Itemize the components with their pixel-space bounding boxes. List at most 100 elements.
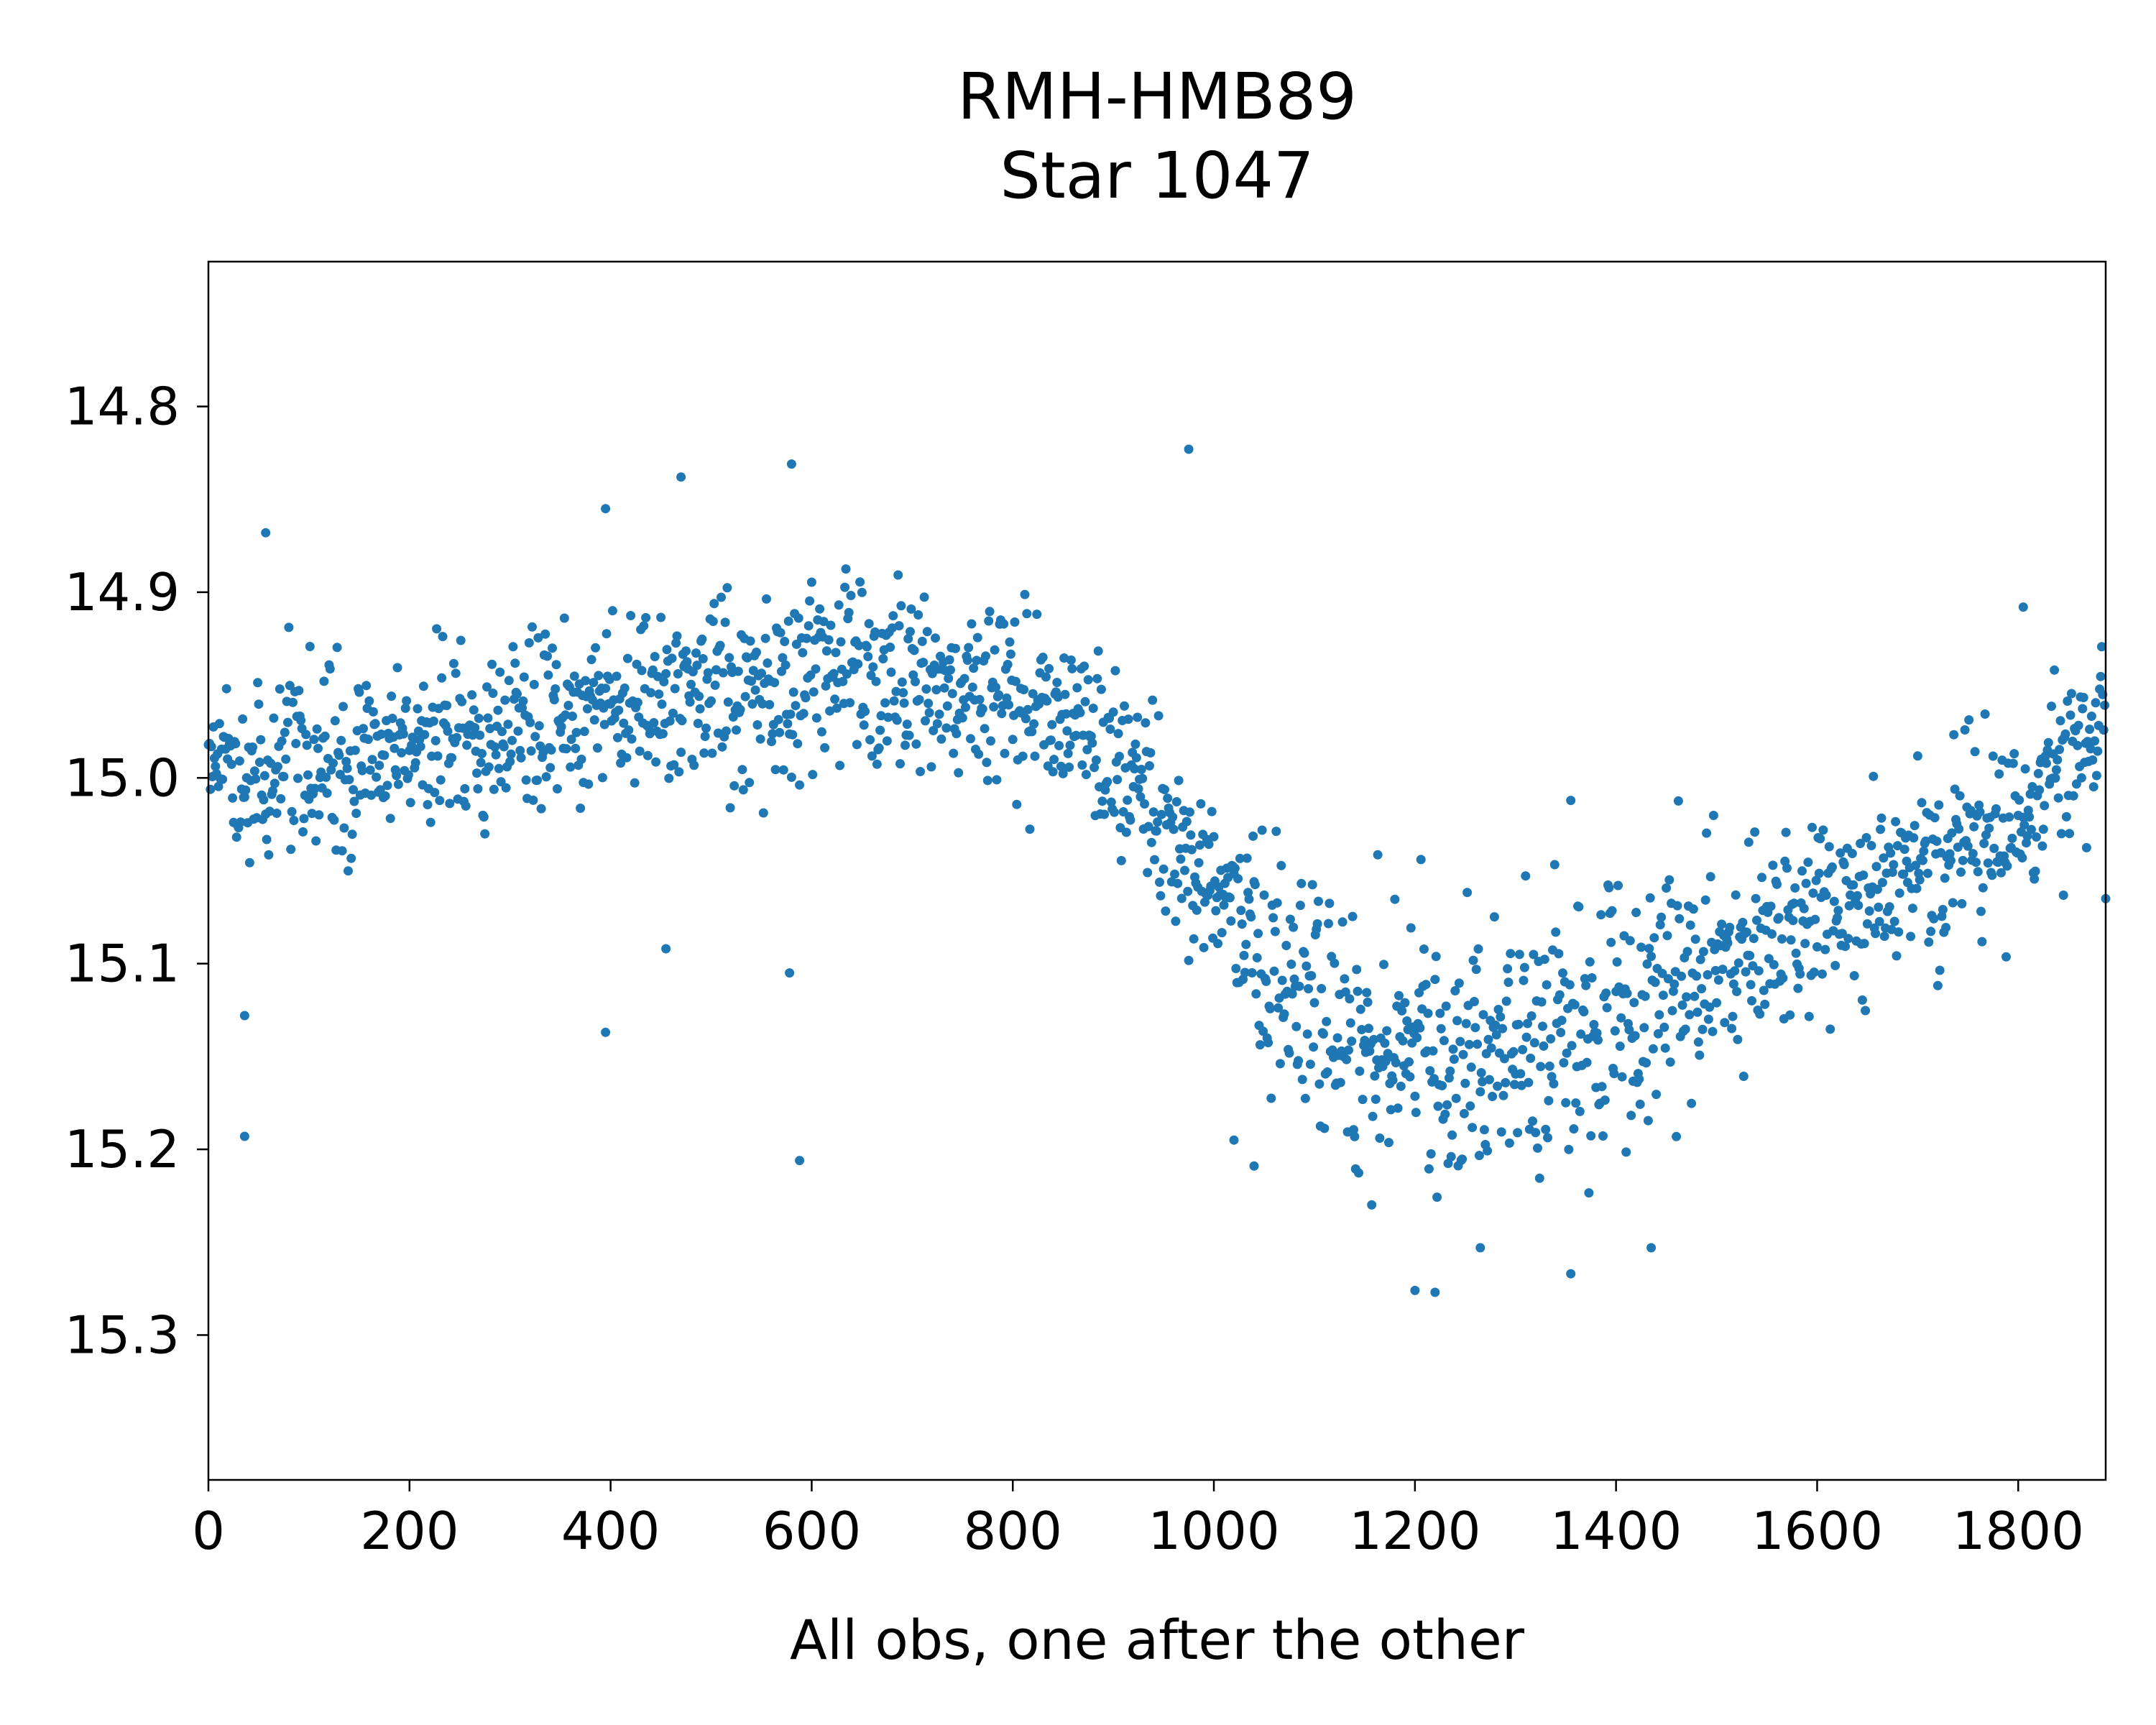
data-point — [710, 680, 720, 690]
data-point — [1295, 901, 1305, 911]
data-point — [2014, 795, 2024, 805]
data-point — [1289, 974, 1299, 984]
data-point — [569, 671, 579, 681]
data-point — [1799, 903, 1809, 914]
data-point — [1911, 860, 1921, 870]
data-point — [1388, 1075, 1398, 1085]
data-point — [1894, 927, 1904, 937]
data-point — [2055, 745, 2065, 755]
data-point — [894, 621, 904, 631]
data-point — [718, 668, 728, 678]
data-point — [1609, 1069, 1619, 1079]
data-point — [1946, 855, 1955, 865]
data-point — [501, 783, 511, 793]
data-point — [1529, 949, 1539, 960]
data-point — [1115, 751, 1124, 761]
data-point — [824, 635, 834, 645]
data-point — [1514, 949, 1524, 960]
data-point — [1629, 998, 1639, 1008]
data-point — [1235, 853, 1245, 863]
data-point — [911, 676, 920, 686]
data-point — [1023, 704, 1033, 714]
data-point — [1010, 676, 1021, 686]
data-point — [808, 687, 819, 697]
data-point — [758, 808, 768, 818]
data-point — [1156, 809, 1166, 819]
data-point — [559, 613, 569, 623]
data-point — [1364, 1024, 1373, 1034]
data-point — [1529, 1038, 1539, 1048]
data-point — [1969, 822, 1979, 832]
data-point — [1065, 740, 1075, 750]
data-point — [1174, 776, 1184, 786]
data-point — [788, 730, 798, 740]
data-point — [279, 772, 289, 781]
data-point — [929, 726, 939, 735]
data-point — [2068, 791, 2078, 801]
data-point — [1199, 942, 1209, 952]
data-point — [2004, 812, 2014, 822]
data-point — [1302, 1029, 1312, 1039]
data-point — [1703, 1014, 1713, 1024]
data-point — [875, 725, 885, 735]
data-point — [1330, 958, 1340, 968]
data-point — [1738, 1072, 1749, 1081]
data-point — [387, 714, 397, 723]
data-point — [2093, 746, 2103, 756]
data-point — [1949, 730, 1959, 740]
data-point — [931, 633, 940, 643]
data-point — [1266, 1093, 1276, 1103]
data-point — [1345, 1018, 1355, 1028]
data-point — [499, 742, 509, 752]
data-point — [1811, 875, 1821, 886]
data-point — [238, 714, 248, 724]
data-point — [1363, 997, 1373, 1007]
data-point — [1808, 888, 1818, 898]
data-point — [1825, 1024, 1835, 1034]
data-point — [1307, 971, 1317, 980]
data-point — [1760, 999, 1770, 1009]
data-point — [273, 762, 282, 772]
data-point — [550, 684, 561, 694]
data-point — [786, 709, 796, 719]
data-point — [1708, 1026, 1718, 1036]
data-point — [1662, 931, 1672, 941]
data-point — [1289, 922, 1299, 932]
data-point — [1309, 998, 1319, 1008]
data-point — [341, 757, 351, 766]
data-point — [693, 719, 703, 728]
data-point — [553, 784, 562, 794]
data-point — [286, 845, 296, 855]
data-point — [468, 730, 478, 740]
data-point — [1053, 692, 1063, 702]
data-point — [1571, 1098, 1581, 1108]
data-point — [1957, 898, 1967, 908]
data-point — [1284, 1048, 1294, 1058]
data-point — [1790, 883, 1800, 893]
data-point — [1602, 1003, 1612, 1013]
data-point — [1852, 891, 1862, 901]
data-point — [966, 734, 975, 744]
data-point — [1889, 916, 1899, 926]
data-point — [1514, 1019, 1524, 1029]
data-point — [786, 772, 796, 782]
data-point — [1884, 902, 1894, 912]
data-point — [543, 670, 553, 680]
data-point — [1449, 1054, 1459, 1064]
data-point — [1703, 970, 1713, 980]
data-point — [1375, 1133, 1385, 1143]
data-point — [1631, 908, 1641, 917]
data-point — [1272, 898, 1282, 908]
data-point — [1725, 922, 1735, 932]
data-point — [1355, 1066, 1365, 1076]
data-point — [1862, 919, 1872, 929]
data-point — [1924, 937, 1934, 947]
data-point — [1340, 974, 1350, 984]
data-point — [470, 723, 480, 732]
data-point — [442, 701, 452, 710]
data-point — [592, 743, 602, 753]
data-point — [1767, 929, 1777, 939]
data-point — [1738, 917, 1748, 927]
data-point — [1713, 975, 1723, 985]
x-tick-label: 0 — [192, 1501, 225, 1561]
